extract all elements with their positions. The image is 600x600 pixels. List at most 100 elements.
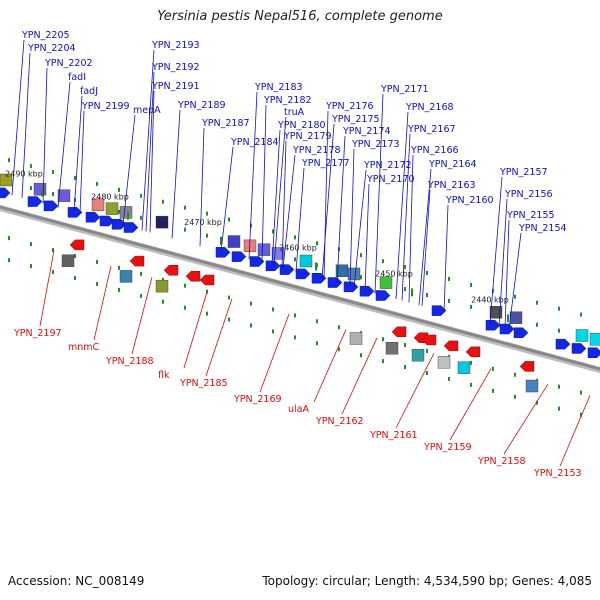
leader-line — [559, 395, 591, 467]
tick-mark — [228, 295, 230, 300]
tick-mark — [558, 406, 560, 411]
leader-line — [374, 93, 384, 294]
forward-gene-arrow — [587, 347, 600, 359]
tick-mark — [96, 281, 98, 286]
forward-gene-arrow — [375, 290, 391, 301]
forward-gene-arrow — [513, 327, 529, 339]
leader-line — [248, 91, 258, 260]
gene-label-forward: mepA — [133, 105, 161, 116]
tick-mark — [448, 276, 450, 281]
forward-gene-arrow — [555, 338, 571, 350]
leader-line — [39, 250, 55, 327]
feature-block — [61, 254, 75, 267]
reverse-gene-arrow — [163, 265, 179, 276]
leader-line — [131, 276, 153, 355]
leader-line — [273, 116, 287, 267]
feature-block — [347, 267, 361, 281]
gene-label-reverse: ulaA — [288, 404, 309, 415]
tick-mark — [30, 164, 32, 169]
gene-label-forward: YPN_2205 — [21, 30, 70, 41]
gene-label-forward: YPN_2202 — [44, 58, 93, 69]
leader-line — [408, 154, 414, 303]
gene-label-forward: fadI — [68, 72, 86, 83]
tick-mark — [470, 304, 472, 309]
scale-label: 2450 kbp — [375, 269, 413, 278]
tick-mark — [558, 384, 560, 389]
forward-strand-genes — [0, 173, 600, 359]
tick-mark — [316, 341, 318, 346]
gene-label-forward: YPN_2173 — [351, 139, 400, 150]
forward-gene-arrow — [215, 247, 231, 258]
gene-label-forward: YPN_2171 — [380, 84, 429, 95]
gene-label-forward: YPN_2166 — [410, 145, 459, 156]
tick-mark — [360, 275, 362, 280]
leader-line — [93, 265, 112, 341]
tick-mark — [294, 313, 296, 318]
tick-mark — [162, 277, 164, 282]
forward-gene-arrow — [123, 222, 139, 233]
forward-gene-arrow — [359, 285, 375, 297]
tick-mark — [580, 412, 582, 417]
tick-mark — [52, 192, 54, 197]
forward-gene-arrow — [265, 260, 281, 272]
feature-block — [155, 279, 169, 293]
tick-mark — [514, 394, 516, 399]
tick-mark — [162, 199, 164, 204]
tick-mark — [404, 265, 406, 270]
feature-block — [91, 198, 105, 212]
gene-label-reverse: YPN_2158 — [477, 456, 526, 467]
tick-mark — [404, 343, 406, 348]
gene-label-forward: YPN_2160 — [445, 195, 494, 206]
tick-mark — [316, 319, 318, 324]
gene-label-reverse: flk — [158, 370, 170, 381]
tick-mark — [382, 337, 384, 342]
tick-mark — [580, 312, 582, 317]
leader-line — [295, 167, 305, 272]
tick-mark — [294, 257, 296, 262]
reverse-gene-arrow — [443, 340, 459, 352]
tick-mark — [492, 388, 494, 393]
tick-mark — [382, 359, 384, 364]
leader-line — [149, 90, 155, 233]
forward-gene-arrow — [571, 343, 587, 354]
gene-label-forward: YPN_2183 — [254, 82, 303, 93]
forward-gene-arrow — [43, 200, 59, 212]
tick-mark — [162, 299, 164, 304]
feature-block — [119, 270, 133, 283]
leader-line — [261, 104, 267, 263]
tick-mark — [338, 325, 340, 330]
gene-label-forward: YPN_2179 — [283, 131, 332, 142]
tick-mark — [140, 215, 142, 220]
tick-mark — [294, 335, 296, 340]
leader-line — [401, 133, 411, 301]
gene-label-forward: YPN_2192 — [151, 62, 200, 73]
tick-mark — [404, 365, 406, 370]
gene-label-reverse: YPN_2169 — [233, 394, 282, 405]
tick-mark — [52, 248, 54, 253]
forward-gene-arrow — [67, 207, 83, 218]
tick-mark — [8, 158, 10, 163]
gene-label-forward: YPN_2172 — [363, 160, 412, 171]
tick-mark — [30, 186, 32, 191]
tick-mark — [558, 306, 560, 311]
tick-mark — [206, 211, 208, 216]
backbone-line — [0, 205, 600, 371]
gene-label-forward: YPN_2204 — [27, 43, 76, 54]
gene-label-forward: YPN_2170 — [366, 174, 415, 185]
tick-mark — [382, 259, 384, 264]
feature-block — [57, 189, 71, 202]
scale-label: 2440 kbp — [471, 295, 509, 304]
tick-mark — [272, 229, 274, 234]
forward-gene-labels: YPN_2205 YPN_2204 YPN_2202 fadI fadJ YPN_2199… — [11, 30, 567, 330]
leader-line — [421, 189, 431, 306]
tick-mark — [470, 382, 472, 387]
forward-gene-arrow — [249, 256, 265, 267]
tick-mark — [52, 170, 54, 175]
feature-block — [589, 333, 600, 346]
tick-mark — [558, 328, 560, 333]
scale-label: 2480 kbp — [91, 193, 129, 202]
tick-mark — [118, 265, 120, 270]
tick-mark — [360, 253, 362, 258]
leader-line — [504, 219, 510, 329]
